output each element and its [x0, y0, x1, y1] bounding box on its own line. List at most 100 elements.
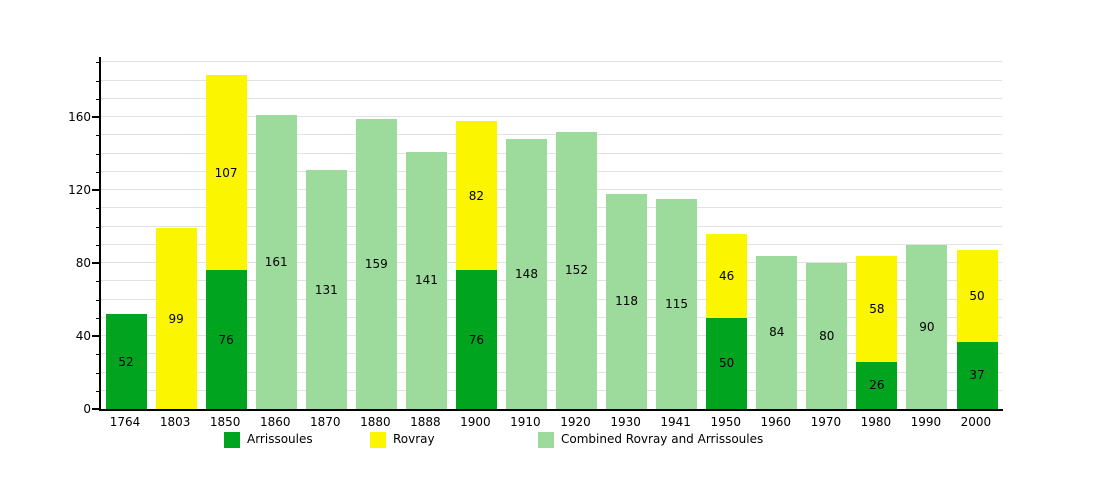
- y-axis-line: [99, 57, 101, 411]
- gridline: [101, 207, 1002, 208]
- plot-area: 52 99 76 107 161 131 159 141 76 82 148 152 118 115 50 4…: [101, 57, 1002, 409]
- y-minor-tick: [96, 81, 100, 82]
- gridline: [101, 280, 1002, 281]
- bar-segment-rovray-1980: 58: [856, 255, 898, 362]
- bar-segment-arrissoules-2000: 37: [956, 341, 998, 409]
- bar-segment-combined-1930: 118: [606, 193, 648, 409]
- gridline: [101, 244, 1002, 245]
- x-tick-label-1888: 1888: [410, 415, 441, 429]
- x-tick-label-1850: 1850: [209, 415, 241, 429]
- x-tick-label-1910: 1910: [510, 415, 541, 429]
- legend-label-combined: Combined Rovray and Arrissoules: [561, 432, 764, 446]
- legend-label-rovray: Rovray: [393, 432, 435, 446]
- bar-value-label: 107: [214, 165, 238, 180]
- x-axis-line: [99, 409, 1003, 411]
- bar-segment-rovray-1803: 99: [155, 228, 197, 409]
- bar-value-label: 141: [414, 273, 438, 288]
- legend-item-arrissoules: Arrissoules: [224, 431, 313, 448]
- bar-segment-arrissoules-1980: 26: [856, 361, 898, 409]
- x-tick-label-1950: 1950: [710, 415, 741, 429]
- bar-value-label: 90: [919, 319, 935, 334]
- bar-value-label: 50: [719, 356, 735, 371]
- bar-segment-combined-1960: 84: [756, 255, 798, 409]
- y-major-tick: [92, 116, 100, 119]
- legend-label-arrissoules: Arrissoules: [247, 432, 313, 446]
- x-tick-label-1980: 1980: [860, 415, 892, 429]
- bar-segment-combined-1941: 115: [656, 199, 698, 409]
- bar-value-label: 80: [819, 329, 835, 344]
- bar-segment-combined-1860: 161: [255, 115, 297, 409]
- bar-segment-arrissoules-1850: 76: [205, 270, 247, 409]
- bar-value-label: 58: [869, 301, 885, 316]
- y-minor-tick: [96, 245, 100, 246]
- y-minor-tick: [96, 62, 100, 63]
- gridline: [101, 335, 1002, 336]
- bar-segment-combined-1910: 148: [506, 139, 547, 409]
- x-tick-label-2000: 2000: [960, 415, 992, 429]
- legend-item-rovray: Rovray: [370, 431, 435, 448]
- bar-value-label: 152: [565, 263, 588, 278]
- bar-value-label: 148: [515, 267, 538, 282]
- gridline: [101, 372, 1002, 373]
- y-minor-tick: [96, 300, 100, 301]
- bar-segment-combined-1920: 152: [556, 131, 597, 409]
- gridline: [101, 171, 1002, 172]
- bar-segment-rovray-1950: 46: [706, 233, 748, 318]
- bar-value-label: 52: [118, 354, 134, 369]
- bar-value-label: 50: [969, 288, 985, 303]
- gridline: [101, 299, 1002, 300]
- x-tick-label-1870: 1870: [309, 415, 341, 429]
- x-tick-label-1941: 1941: [660, 415, 691, 429]
- y-minor-tick: [96, 227, 100, 228]
- y-minor-tick: [96, 154, 100, 155]
- bar-segment-arrissoules-1764: 52: [105, 314, 147, 409]
- y-minor-tick: [96, 208, 100, 209]
- y-tick-label: 80: [75, 256, 91, 271]
- x-tick-label-1970: 1970: [810, 415, 842, 429]
- x-tick-label-1880: 1880: [360, 415, 391, 429]
- y-minor-tick: [96, 135, 100, 136]
- gridline: [101, 153, 1002, 154]
- x-tick-label-1990: 1990: [910, 415, 942, 429]
- y-minor-tick: [96, 391, 100, 392]
- bar-segment-combined-1970: 80: [806, 263, 848, 409]
- y-major-tick: [92, 189, 100, 192]
- bar-segment-combined-1870: 131: [305, 170, 347, 409]
- bar-value-label: 131: [314, 282, 338, 297]
- gridline: [101, 134, 1002, 135]
- gridline: [101, 353, 1002, 354]
- bar-value-label: 76: [468, 332, 485, 347]
- bar-value-label: 76: [218, 332, 234, 347]
- bar-value-label: 46: [719, 268, 735, 283]
- x-tick-label-1930: 1930: [610, 415, 641, 429]
- bar-value-label: 26: [869, 378, 885, 393]
- y-major-tick: [92, 335, 100, 338]
- y-tick-label: 0: [83, 402, 91, 416]
- y-tick-label: 160: [68, 110, 91, 125]
- y-minor-tick: [96, 318, 100, 319]
- bar-value-label: 82: [468, 188, 485, 203]
- bar-value-label: 118: [615, 294, 639, 309]
- bar-segment-combined-1990: 90: [906, 244, 948, 409]
- y-tick-label: 40: [75, 329, 91, 344]
- y-major-tick: [92, 262, 100, 265]
- y-minor-tick: [96, 373, 100, 374]
- y-tick-label: 120: [68, 183, 91, 198]
- x-tick-label-1803: 1803: [159, 415, 191, 429]
- bar-value-label: 159: [364, 257, 388, 271]
- y-minor-tick: [96, 172, 100, 173]
- y-minor-tick: [96, 281, 100, 282]
- gridline: [101, 390, 1002, 391]
- bar-segment-rovray-2000: 50: [956, 250, 998, 342]
- bar-segment-rovray-1850: 107: [205, 75, 247, 271]
- bar-segment-arrissoules-1950: 50: [706, 317, 748, 409]
- bar-value-label: 161: [264, 255, 288, 270]
- bar-value-label: 115: [665, 297, 689, 312]
- bar-value-label: 37: [969, 368, 985, 383]
- y-minor-tick: [96, 99, 100, 100]
- gridline: [101, 317, 1002, 318]
- x-tick-label-1920: 1920: [560, 415, 591, 429]
- gridline: [101, 226, 1002, 227]
- legend-item-combined: Combined Rovray and Arrissoules: [538, 431, 763, 448]
